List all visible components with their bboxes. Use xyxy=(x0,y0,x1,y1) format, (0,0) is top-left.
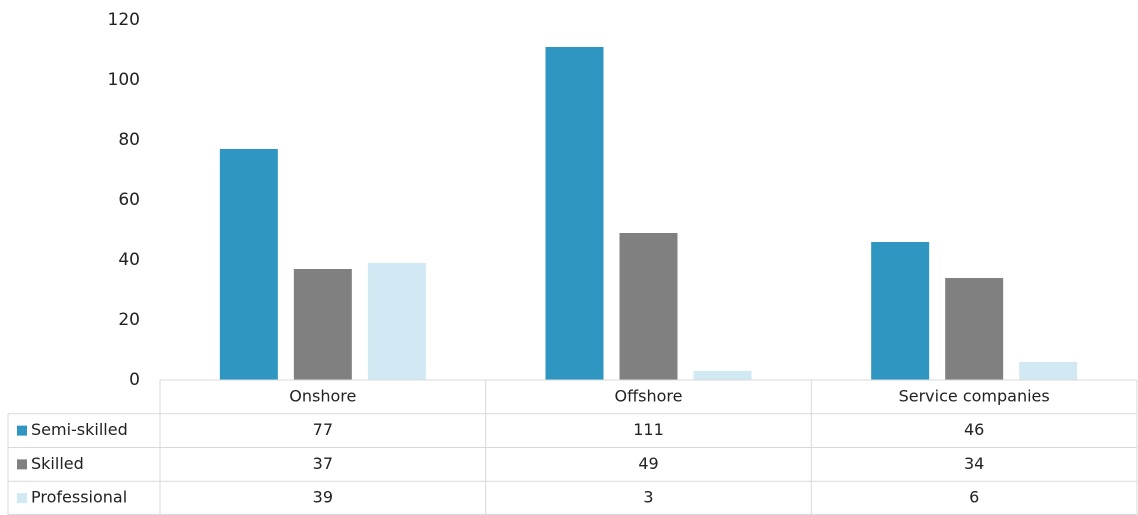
bar xyxy=(293,269,352,380)
bar xyxy=(945,278,1004,380)
x-tick-label: Offshore xyxy=(615,386,683,405)
table-value: 49 xyxy=(638,454,658,473)
table-value: 39 xyxy=(313,488,333,507)
y-tick-label: 0 xyxy=(129,370,140,390)
bar xyxy=(871,242,930,380)
bar xyxy=(367,263,426,380)
table-value: 34 xyxy=(964,454,984,473)
table-value: 3 xyxy=(643,488,653,507)
legend-swatch xyxy=(17,459,27,470)
x-tick-label: Service companies xyxy=(899,386,1050,405)
x-tick-label: Onshore xyxy=(289,386,356,405)
y-tick-label: 100 xyxy=(108,70,140,90)
legend-label: Semi-skilled xyxy=(31,420,128,439)
y-tick-label: 60 xyxy=(118,190,140,210)
y-tick-label: 20 xyxy=(118,310,140,330)
y-tick-label: 80 xyxy=(118,130,140,150)
table-value: 6 xyxy=(969,488,979,507)
bar xyxy=(619,233,678,380)
table-value: 37 xyxy=(313,454,333,473)
bar xyxy=(219,149,278,380)
legend-label: Professional xyxy=(31,488,127,507)
bar xyxy=(1019,362,1078,380)
bar xyxy=(693,371,752,380)
table-value: 46 xyxy=(964,420,984,439)
table-value: 111 xyxy=(633,420,664,439)
legend-swatch xyxy=(17,493,27,504)
y-tick-label: 40 xyxy=(118,250,140,270)
legend-swatch xyxy=(17,425,27,436)
table-value: 77 xyxy=(313,420,333,439)
bar xyxy=(545,47,604,380)
y-tick-label: 120 xyxy=(108,10,140,30)
legend-label: Skilled xyxy=(31,454,84,473)
